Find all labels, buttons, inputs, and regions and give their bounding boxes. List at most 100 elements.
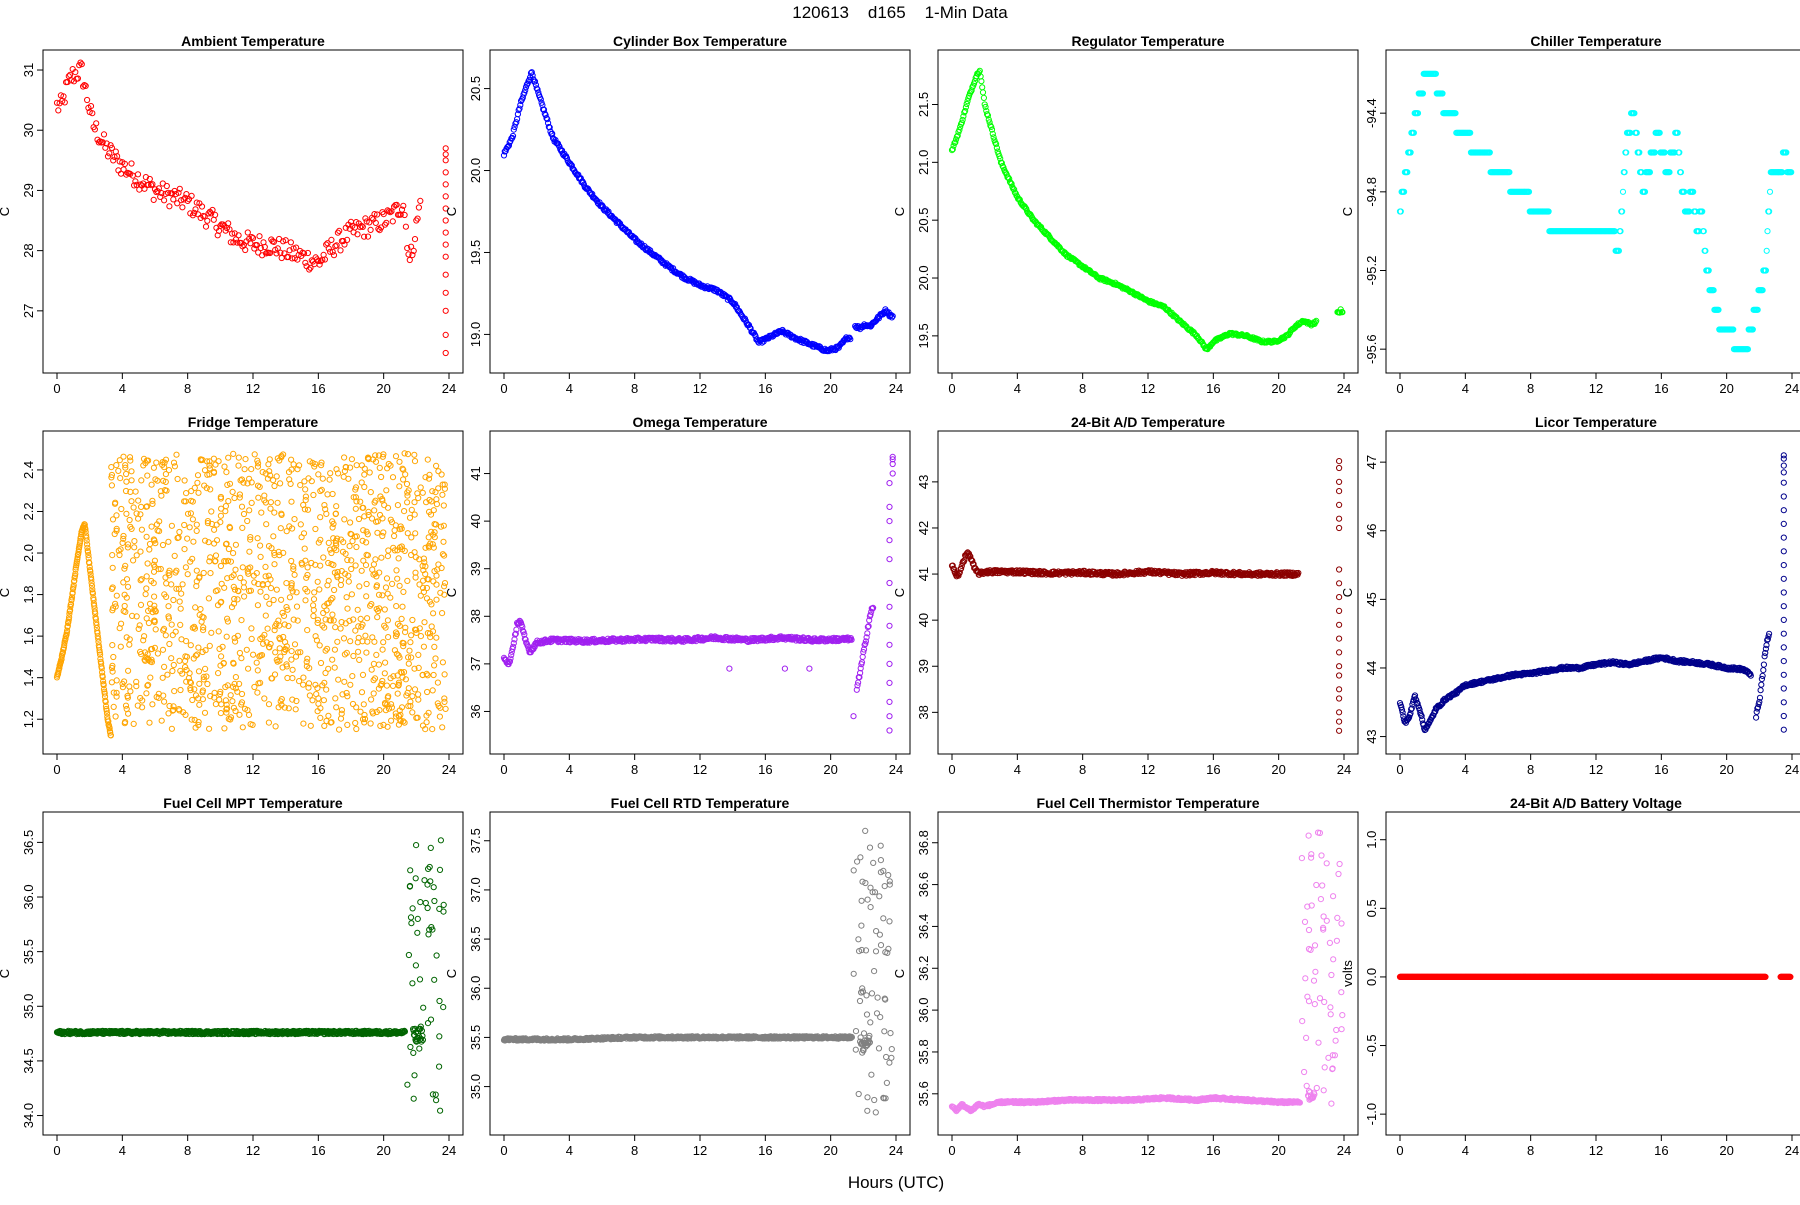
data-point [150, 702, 155, 707]
data-point [308, 723, 313, 728]
data-point [110, 553, 115, 558]
data-point [147, 547, 152, 552]
data-point [440, 725, 445, 730]
data-point [727, 666, 732, 671]
data-point [303, 260, 308, 265]
y-tick-label: -94.8 [1364, 177, 1379, 207]
data-point [233, 675, 238, 680]
y-tick-label: 1.6 [21, 627, 36, 645]
data-point [174, 452, 179, 457]
data-point [240, 725, 245, 730]
plot-frame [938, 431, 1358, 754]
data-point [443, 350, 448, 355]
data-point [443, 218, 448, 223]
data-point [443, 230, 448, 235]
data-point [290, 667, 295, 672]
data-point [441, 503, 446, 508]
data-point [317, 587, 322, 592]
data-point [293, 707, 298, 712]
data-point [256, 495, 261, 500]
data-point [393, 523, 398, 528]
data-point [349, 592, 354, 597]
data-point [406, 661, 411, 666]
x-tick-label: 12 [693, 381, 707, 396]
x-tick-label: 20 [1271, 762, 1285, 777]
data-point [255, 668, 260, 673]
data-point [243, 457, 248, 462]
data-point [260, 470, 265, 475]
data-point [318, 715, 323, 720]
plot-frame [1386, 431, 1800, 754]
data-point [122, 603, 127, 608]
data-point [124, 479, 129, 484]
data-point [154, 460, 159, 465]
data-point [178, 606, 183, 611]
x-tick-label: 24 [442, 381, 456, 396]
data-point [255, 483, 260, 488]
data-point [442, 672, 447, 677]
data-point [110, 669, 115, 674]
data-series [54, 451, 448, 738]
x-tick-label: 20 [1719, 762, 1733, 777]
data-point [390, 683, 395, 688]
data-point [266, 462, 271, 467]
plot-frame [490, 50, 910, 373]
data-point [443, 152, 448, 157]
data-point [331, 253, 336, 258]
data-point [127, 684, 132, 689]
data-point [222, 464, 227, 469]
x-tick-label: 8 [1527, 381, 1534, 396]
data-point [887, 699, 892, 704]
data-point [358, 616, 363, 621]
data-point [324, 687, 329, 692]
data-point [364, 594, 369, 599]
data-point [377, 465, 382, 470]
x-tick-label: 20 [823, 381, 837, 396]
data-point [374, 652, 379, 657]
x-tick-label: 16 [1654, 381, 1668, 396]
data-point [384, 488, 389, 493]
data-point [335, 639, 340, 644]
y-axis-label: C [1340, 588, 1355, 597]
y-tick-label: 38 [916, 705, 931, 719]
data-point [386, 548, 391, 553]
data-point [164, 183, 169, 188]
data-point [1337, 567, 1342, 572]
data-point [378, 723, 383, 728]
data-point [320, 476, 325, 481]
data-point [185, 572, 190, 577]
data-point [267, 457, 272, 462]
data-point [271, 534, 276, 539]
data-point [264, 522, 269, 527]
data-point [416, 652, 421, 657]
data-point [397, 459, 402, 464]
data-point [443, 272, 448, 277]
data-point [289, 649, 294, 654]
data-point [273, 650, 278, 655]
x-tick-label: 4 [1462, 762, 1469, 777]
data-point [338, 582, 343, 587]
data-point [367, 470, 372, 475]
data-point [887, 557, 892, 562]
data-point [330, 657, 335, 662]
data-point [1337, 525, 1342, 530]
data-point [127, 517, 132, 522]
data-point [171, 597, 176, 602]
data-point [431, 611, 436, 616]
data-point [322, 723, 327, 728]
data-point [401, 477, 406, 482]
data-point [369, 667, 374, 672]
data-point [183, 565, 188, 570]
data-point [341, 636, 346, 641]
data-point [160, 647, 165, 652]
data-point [165, 672, 170, 677]
data-point [166, 539, 171, 544]
data-point [131, 505, 136, 510]
data-point [255, 690, 260, 695]
data-point [1337, 636, 1342, 641]
data-point [239, 656, 244, 661]
data-point [136, 626, 141, 631]
data-point [129, 478, 134, 483]
